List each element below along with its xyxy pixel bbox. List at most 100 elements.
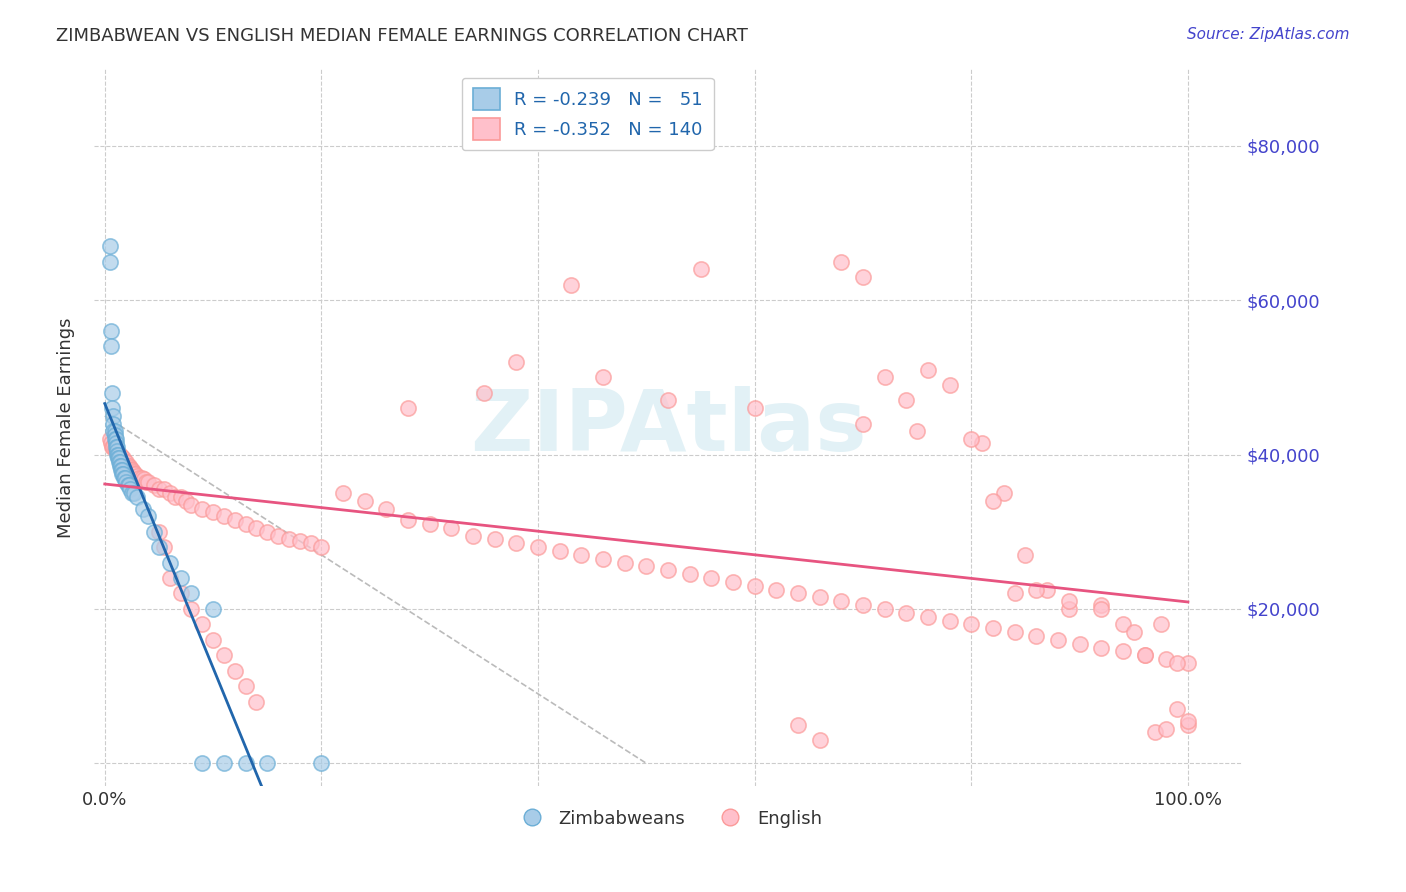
Point bbox=[245, 695, 267, 709]
Point bbox=[592, 551, 614, 566]
Point bbox=[235, 756, 257, 771]
Point bbox=[108, 448, 131, 462]
Point bbox=[159, 556, 181, 570]
Point bbox=[1069, 637, 1091, 651]
Point bbox=[505, 536, 527, 550]
Point bbox=[1057, 602, 1080, 616]
Point bbox=[105, 443, 128, 458]
Point bbox=[657, 563, 679, 577]
Point bbox=[657, 393, 679, 408]
Point bbox=[103, 442, 125, 456]
Point bbox=[787, 717, 810, 731]
Point bbox=[960, 432, 983, 446]
Point bbox=[131, 501, 153, 516]
Point bbox=[1177, 714, 1199, 728]
Point bbox=[127, 490, 149, 504]
Point bbox=[505, 355, 527, 369]
Point bbox=[917, 609, 939, 624]
Point bbox=[440, 521, 463, 535]
Point bbox=[101, 401, 124, 416]
Point bbox=[180, 602, 202, 616]
Point bbox=[1090, 602, 1112, 616]
Point bbox=[484, 533, 506, 547]
Point bbox=[131, 471, 153, 485]
Point bbox=[103, 432, 125, 446]
Point bbox=[1166, 656, 1188, 670]
Point bbox=[1166, 702, 1188, 716]
Point bbox=[104, 443, 127, 458]
Point bbox=[896, 606, 918, 620]
Point bbox=[202, 505, 225, 519]
Point bbox=[1025, 582, 1047, 597]
Point bbox=[98, 432, 121, 446]
Point bbox=[721, 574, 744, 589]
Point bbox=[852, 417, 875, 431]
Point bbox=[111, 451, 134, 466]
Point bbox=[1004, 586, 1026, 600]
Point bbox=[873, 370, 896, 384]
Point bbox=[108, 455, 131, 469]
Point bbox=[1014, 548, 1036, 562]
Point bbox=[1154, 722, 1177, 736]
Y-axis label: Median Female Earnings: Median Female Earnings bbox=[58, 318, 75, 538]
Point bbox=[118, 482, 141, 496]
Point bbox=[114, 471, 136, 485]
Point bbox=[191, 501, 214, 516]
Point bbox=[212, 509, 235, 524]
Point bbox=[592, 370, 614, 384]
Point bbox=[1177, 656, 1199, 670]
Point bbox=[122, 486, 145, 500]
Point bbox=[981, 621, 1004, 635]
Point bbox=[256, 524, 278, 539]
Point bbox=[112, 471, 135, 485]
Point bbox=[103, 428, 125, 442]
Point bbox=[852, 269, 875, 284]
Point bbox=[153, 482, 176, 496]
Point bbox=[636, 559, 658, 574]
Point bbox=[105, 440, 128, 454]
Point bbox=[105, 443, 128, 458]
Point bbox=[830, 254, 852, 268]
Point bbox=[299, 536, 322, 550]
Point bbox=[1046, 632, 1069, 647]
Point bbox=[148, 540, 170, 554]
Point bbox=[332, 486, 354, 500]
Point bbox=[472, 385, 495, 400]
Point bbox=[311, 540, 333, 554]
Point bbox=[112, 467, 135, 481]
Point bbox=[135, 475, 157, 489]
Point bbox=[1057, 594, 1080, 608]
Point bbox=[569, 548, 592, 562]
Point bbox=[1133, 648, 1156, 663]
Point bbox=[136, 475, 159, 489]
Point bbox=[103, 425, 125, 439]
Point bbox=[142, 524, 165, 539]
Point bbox=[117, 459, 139, 474]
Point bbox=[787, 586, 810, 600]
Point bbox=[993, 486, 1015, 500]
Point bbox=[128, 471, 150, 485]
Point bbox=[174, 493, 197, 508]
Point bbox=[1133, 648, 1156, 663]
Point bbox=[873, 602, 896, 616]
Point bbox=[100, 324, 122, 338]
Point bbox=[1154, 652, 1177, 666]
Point bbox=[830, 594, 852, 608]
Point bbox=[103, 409, 125, 423]
Point bbox=[1144, 725, 1167, 739]
Point bbox=[100, 339, 122, 353]
Point bbox=[120, 463, 142, 477]
Point bbox=[461, 528, 484, 542]
Point bbox=[1177, 717, 1199, 731]
Point bbox=[1112, 644, 1135, 658]
Point bbox=[917, 362, 939, 376]
Point bbox=[1090, 640, 1112, 655]
Point bbox=[122, 467, 145, 481]
Point bbox=[527, 540, 550, 554]
Point bbox=[127, 469, 149, 483]
Point bbox=[107, 451, 129, 466]
Point bbox=[122, 465, 145, 479]
Point bbox=[1004, 625, 1026, 640]
Point bbox=[159, 486, 181, 500]
Point bbox=[896, 393, 918, 408]
